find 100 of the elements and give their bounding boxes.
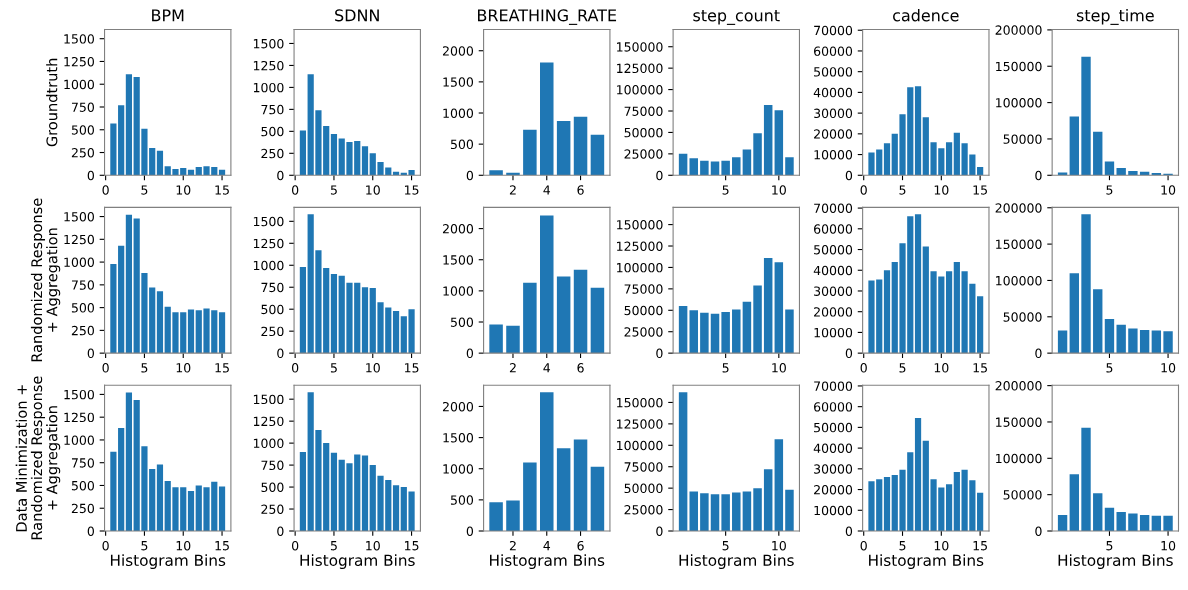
bar bbox=[1081, 427, 1091, 531]
y-tick-label: 1000 bbox=[64, 79, 94, 90]
bar bbox=[945, 484, 953, 531]
bar bbox=[556, 448, 571, 531]
y-tick-label: 1250 bbox=[253, 238, 284, 249]
bar bbox=[774, 262, 784, 354]
x-tick-label: 6 bbox=[577, 363, 584, 373]
y-tick-label: 250 bbox=[71, 147, 94, 158]
bar bbox=[700, 160, 709, 176]
y-tick-label: 1000 bbox=[253, 260, 284, 271]
x-tick-label: 6 bbox=[577, 185, 584, 195]
y-tick-label: 10000 bbox=[814, 150, 853, 160]
bar bbox=[883, 143, 891, 176]
x-tick-label: 0 bbox=[102, 363, 109, 373]
bar bbox=[883, 477, 891, 531]
bar bbox=[299, 267, 307, 354]
y-tick-label: 500 bbox=[450, 139, 474, 150]
x-axis-title: Histogram Bins bbox=[300, 554, 415, 569]
y-tick-label: 25000 bbox=[624, 327, 663, 337]
bar bbox=[489, 324, 503, 354]
bar bbox=[1116, 512, 1126, 531]
bar bbox=[1163, 331, 1173, 354]
y-tick-label: 30000 bbox=[814, 286, 853, 296]
bar bbox=[710, 313, 720, 354]
x-tick-label: 5 bbox=[330, 363, 337, 373]
y-tick-label: 40000 bbox=[813, 265, 853, 276]
y-tick-label: 1250 bbox=[64, 56, 94, 67]
x-tick-label: 15 bbox=[404, 541, 419, 551]
y-tick-label: 70000 bbox=[814, 25, 853, 36]
bar bbox=[556, 276, 571, 354]
y-tick-label: 1250 bbox=[64, 412, 94, 423]
y-axis-title: Groundtruth bbox=[46, 58, 58, 147]
x-tick-label: 15 bbox=[215, 363, 229, 373]
bar bbox=[1116, 168, 1126, 176]
y-tick-label: 10000 bbox=[814, 505, 853, 516]
bar bbox=[1081, 214, 1091, 354]
y-tick-label: 150000 bbox=[996, 417, 1042, 427]
y-tick-label: 70000 bbox=[814, 203, 853, 214]
x-tick-label: 0 bbox=[860, 540, 867, 551]
y-tick-label: 2000 bbox=[442, 224, 474, 234]
y-tick-label: 500 bbox=[261, 304, 284, 315]
x-tick-label: 5 bbox=[330, 541, 337, 551]
y-tick-label: 0 bbox=[87, 526, 94, 536]
bar bbox=[977, 167, 984, 176]
bar bbox=[506, 500, 520, 531]
x-tick-label: 4 bbox=[543, 185, 551, 195]
bar bbox=[523, 129, 537, 176]
bar bbox=[953, 471, 960, 531]
bar bbox=[953, 132, 960, 176]
bar bbox=[1104, 161, 1115, 176]
bar bbox=[953, 261, 960, 354]
bar bbox=[1057, 330, 1068, 354]
bar bbox=[945, 271, 953, 354]
y-tick-label: 40000 bbox=[813, 443, 853, 454]
bar bbox=[945, 142, 953, 176]
bar bbox=[330, 133, 338, 176]
bar bbox=[1163, 515, 1173, 531]
bar bbox=[1139, 515, 1150, 531]
y-tick-label: 0 bbox=[1035, 170, 1042, 181]
bar bbox=[125, 74, 133, 176]
x-tick-label: 10 bbox=[934, 185, 949, 195]
y-tick-label: 0 bbox=[845, 348, 853, 359]
y-tick-label: 500 bbox=[261, 482, 284, 492]
bar bbox=[1069, 474, 1079, 531]
y-tick-label: 25000 bbox=[624, 149, 663, 159]
x-tick-label: 5 bbox=[722, 541, 729, 551]
bar bbox=[573, 116, 588, 176]
y-tick-label: 70000 bbox=[814, 381, 853, 391]
y-tick-label: 20000 bbox=[814, 129, 853, 139]
bar bbox=[156, 291, 164, 354]
x-tick-label: 15 bbox=[404, 185, 419, 195]
x-tick-label: 5 bbox=[722, 363, 729, 373]
x-tick-label: 4 bbox=[543, 541, 551, 551]
y-tick-label: 0 bbox=[1035, 526, 1042, 536]
bar bbox=[774, 110, 784, 176]
y-tick-label: 1250 bbox=[64, 234, 94, 245]
bar bbox=[489, 170, 503, 176]
y-tick-label: 1250 bbox=[253, 60, 284, 71]
y-tick-label: 150000 bbox=[617, 397, 663, 408]
y-tick-label: 150000 bbox=[617, 220, 663, 230]
x-tick-label: 15 bbox=[973, 541, 987, 551]
bar bbox=[523, 462, 537, 531]
y-tick-label: 750 bbox=[71, 102, 94, 112]
x-axis-title: Histogram Bins bbox=[1058, 554, 1173, 569]
bar bbox=[700, 493, 709, 531]
y-tick-label: 500 bbox=[71, 303, 94, 313]
bar bbox=[753, 133, 762, 176]
y-tick-label: 1500 bbox=[253, 216, 284, 227]
chart-title: cadence bbox=[893, 9, 959, 22]
y-tick-label: 100000 bbox=[617, 85, 663, 95]
y-tick-label: 500 bbox=[261, 126, 284, 137]
bar bbox=[330, 274, 338, 354]
bar bbox=[678, 153, 688, 176]
x-tick-label: 5 bbox=[899, 363, 906, 373]
bar bbox=[678, 392, 688, 531]
y-tick-label: 20000 bbox=[814, 485, 853, 495]
y-tick-label: 750 bbox=[261, 282, 284, 293]
x-tick-label: 5 bbox=[141, 363, 148, 373]
x-tick-label: 10 bbox=[772, 540, 786, 551]
y-tick-label: 50000 bbox=[624, 127, 663, 138]
